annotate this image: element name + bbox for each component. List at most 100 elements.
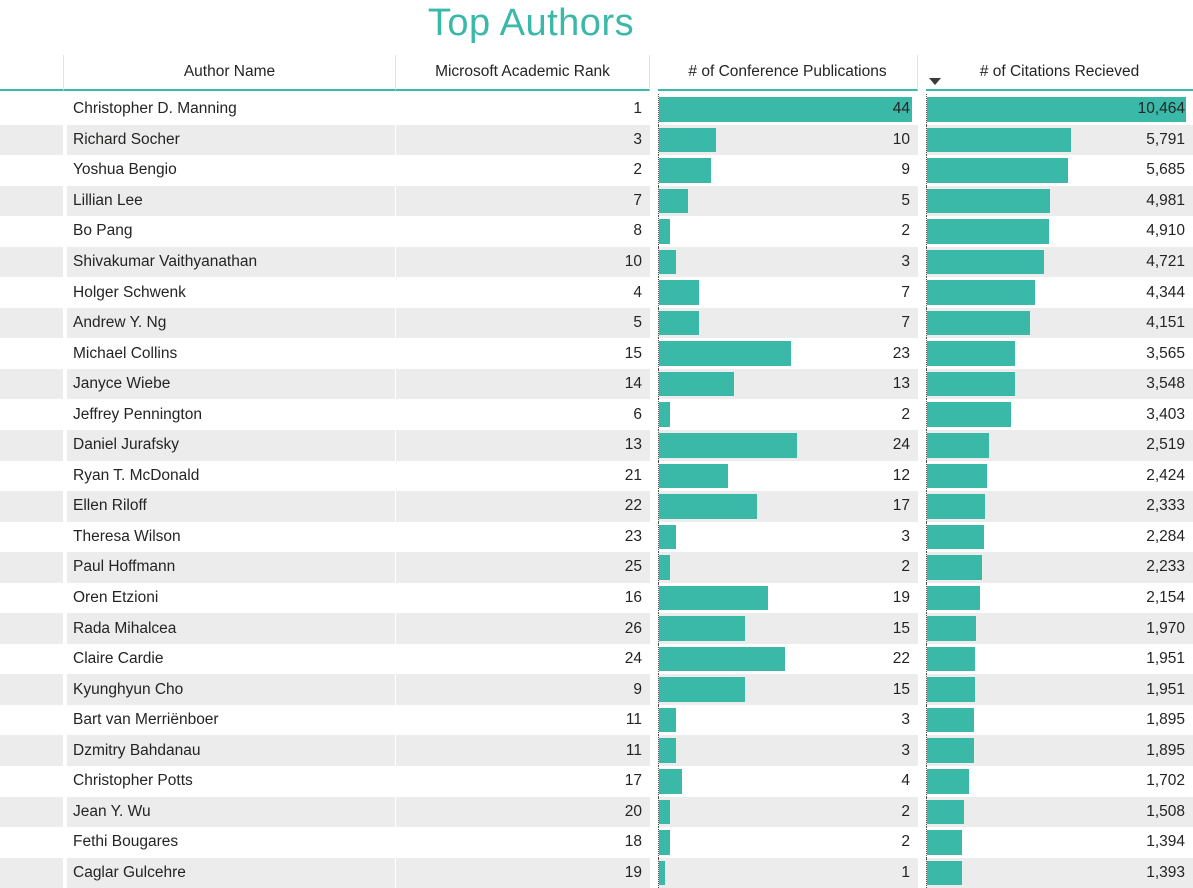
col-header-author-name[interactable]: Author Name	[63, 55, 395, 91]
table-row[interactable]: Ryan T. McDonald 21 12 2,424	[0, 460, 1193, 492]
table-row[interactable]: Dzmitry Bahdanau 11 3 1,895	[0, 735, 1193, 767]
academic-rank-cell: 8	[395, 216, 650, 247]
column-gap	[918, 430, 926, 461]
table-row[interactable]: Andrew Y. Ng 5 7 4,151	[0, 307, 1193, 339]
publications-cell: 10	[658, 124, 918, 156]
author-name-cell: Dzmitry Bahdanau	[63, 735, 395, 767]
row-gutter-cell	[0, 613, 63, 644]
table-row[interactable]: Fethi Bougares 18 2 1,394	[0, 827, 1193, 858]
citations-cell: 2,424	[926, 460, 1193, 492]
academic-rank-cell: 16	[395, 582, 650, 614]
academic-rank-cell: 24	[395, 643, 650, 675]
table-row[interactable]: Claire Cardie 24 22 1,951	[0, 643, 1193, 675]
column-gap	[650, 766, 658, 797]
publications-value: 19	[892, 589, 910, 607]
column-gap	[918, 216, 926, 247]
row-gutter-cell	[0, 307, 63, 339]
table-row[interactable]: Yoshua Bengio 2 9 5,685	[0, 155, 1193, 186]
academic-rank-cell: 19	[395, 857, 650, 888]
academic-rank-cell: 2	[395, 155, 650, 186]
column-gap	[918, 521, 926, 553]
publications-data-bar	[659, 646, 786, 672]
table-row[interactable]: Janyce Wiebe 14 13 3,548	[0, 368, 1193, 400]
column-gap	[650, 155, 658, 186]
citations-data-bar	[927, 707, 974, 733]
citations-cell: 4,721	[926, 246, 1193, 278]
table-row[interactable]: Bo Pang 8 2 4,910	[0, 216, 1193, 247]
table-row[interactable]: Kyunghyun Cho 9 15 1,951	[0, 674, 1193, 705]
table-row[interactable]: Ellen Riloff 22 17 2,333	[0, 491, 1193, 522]
author-name-cell: Kyunghyun Cho	[63, 674, 395, 705]
publications-data-bar	[659, 738, 677, 763]
publications-data-bar	[659, 402, 671, 427]
table-row[interactable]: Richard Socher 3 10 5,791	[0, 124, 1193, 156]
row-gutter-cell	[0, 857, 63, 888]
publications-cell: 12	[658, 460, 918, 492]
publications-value: 12	[892, 466, 910, 484]
publications-value: 2	[901, 405, 910, 423]
table-row[interactable]: Jeffrey Pennington 6 2 3,403	[0, 399, 1193, 431]
academic-rank-cell: 20	[395, 796, 650, 828]
column-gap	[918, 857, 926, 888]
column-gap	[650, 246, 658, 278]
table-row[interactable]: Lillian Lee 7 5 4,981	[0, 185, 1193, 217]
citations-value: 1,970	[1146, 619, 1185, 637]
publications-value: 22	[892, 650, 910, 668]
publications-cell: 15	[658, 674, 918, 705]
table-row[interactable]: Rada Mihalcea 26 15 1,970	[0, 613, 1193, 644]
publications-data-bar	[659, 341, 791, 366]
citations-value: 3,548	[1146, 375, 1185, 393]
author-name-cell: Theresa Wilson	[63, 521, 395, 553]
header-column-gap	[650, 55, 658, 91]
col-header-citations-received[interactable]: # of Citations Recieved	[926, 55, 1193, 91]
publications-cell: 24	[658, 430, 918, 461]
citations-value: 4,151	[1146, 314, 1185, 332]
publications-cell: 7	[658, 307, 918, 339]
academic-rank-cell: 25	[395, 552, 650, 583]
table-row[interactable]: Jean Y. Wu 20 2 1,508	[0, 796, 1193, 828]
citations-value: 1,895	[1146, 711, 1185, 729]
table-row[interactable]: Bart van Merriënboer 11 3 1,895	[0, 704, 1193, 736]
citations-value: 2,233	[1146, 558, 1185, 576]
row-gutter-cell	[0, 399, 63, 431]
citations-cell: 4,344	[926, 277, 1193, 308]
column-gap	[650, 552, 658, 583]
publications-cell: 15	[658, 613, 918, 644]
citations-cell: 5,791	[926, 124, 1193, 156]
table-row[interactable]: Theresa Wilson 23 3 2,284	[0, 521, 1193, 553]
row-gutter-cell	[0, 491, 63, 522]
table-row[interactable]: Christopher Potts 17 4 1,702	[0, 766, 1193, 797]
row-gutter-cell	[0, 735, 63, 767]
table-row[interactable]: Shivakumar Vaithyanathan 10 3 4,721	[0, 246, 1193, 278]
publications-data-bar	[659, 769, 682, 794]
column-gap	[650, 368, 658, 400]
sort-descending-icon[interactable]	[929, 78, 941, 85]
table-row[interactable]: Daniel Jurafsky 13 24 2,519	[0, 430, 1193, 461]
publications-cell: 7	[658, 277, 918, 308]
publications-cell: 2	[658, 399, 918, 431]
publications-data-bar	[659, 494, 757, 519]
citations-data-bar	[927, 677, 976, 702]
col-header-academic-rank[interactable]: Microsoft Academic Rank	[395, 55, 650, 91]
publications-data-bar	[659, 249, 677, 275]
column-gap	[650, 216, 658, 247]
academic-rank-cell: 22	[395, 491, 650, 522]
table-row[interactable]: Paul Hoffmann 25 2 2,233	[0, 552, 1193, 583]
publications-data-bar	[659, 371, 734, 397]
col-header-conference-publications[interactable]: # of Conference Publications	[658, 55, 918, 91]
publications-value: 7	[901, 283, 910, 301]
table-row[interactable]: Michael Collins 15 23 3,565	[0, 338, 1193, 369]
row-gutter-cell	[0, 155, 63, 186]
citations-value: 5,685	[1146, 161, 1185, 179]
row-gutter-cell	[0, 674, 63, 705]
table-row[interactable]: Oren Etzioni 16 19 2,154	[0, 582, 1193, 614]
column-gap	[918, 185, 926, 217]
academic-rank-cell: 5	[395, 307, 650, 339]
table-row[interactable]: Caglar Gulcehre 19 1 1,393	[0, 857, 1193, 888]
row-gutter-cell	[0, 216, 63, 247]
publications-value: 7	[901, 314, 910, 332]
table-row[interactable]: Christopher D. Manning 1 44 10,464	[0, 94, 1193, 125]
citations-data-bar	[927, 341, 1016, 366]
table-row[interactable]: Holger Schwenk 4 7 4,344	[0, 277, 1193, 308]
author-name-cell: Christopher Potts	[63, 766, 395, 797]
